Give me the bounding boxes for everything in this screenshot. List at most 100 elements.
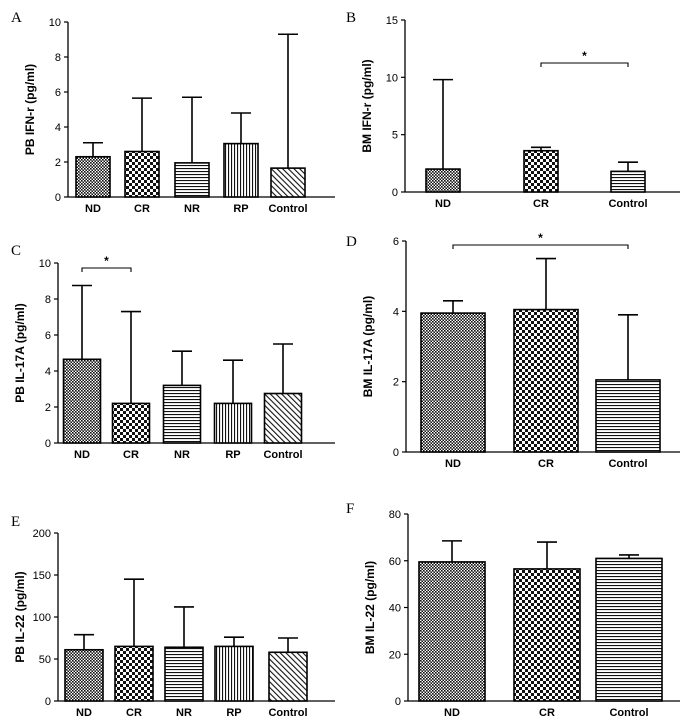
bar-control	[595, 557, 663, 702]
category-label: CR	[126, 707, 142, 719]
y-tick-label: 8	[55, 52, 61, 64]
category-label: Control	[609, 707, 648, 719]
y-tick-label: 4	[45, 366, 51, 378]
y-axis-title: PB IL-22 (pg/ml)	[13, 571, 27, 662]
bar-nd	[62, 358, 102, 444]
y-tick-label: 10	[39, 258, 51, 270]
y-tick-label: 8	[45, 294, 51, 306]
category-label: Control	[268, 707, 307, 719]
category-label: CR	[539, 707, 555, 719]
y-tick-label: 40	[389, 603, 401, 615]
y-tick-label: 0	[45, 438, 51, 450]
panel-D: D 0 2 4 6 BM IL-17A (pg/ml) ND CR Control *	[346, 231, 680, 470]
panel-label: B	[346, 10, 356, 26]
category-label: ND	[76, 707, 92, 719]
panel-label: E	[11, 514, 20, 530]
bar-control	[595, 379, 661, 453]
significance-bracket	[81, 267, 132, 272]
y-tick-label: 0	[392, 187, 398, 199]
y-tick-label: 6	[393, 236, 399, 248]
y-tick-label: 0	[393, 447, 399, 459]
bar-cr	[111, 402, 151, 444]
category-label: RP	[225, 449, 240, 461]
category-label: Control	[608, 458, 647, 470]
category-label: Control	[608, 198, 647, 210]
y-tick-label: 10	[386, 72, 398, 84]
significance-marker: *	[582, 49, 587, 63]
panel-C: C 0 2 4 6 8 10 PB IL-17A (pg/ml) ND CR NR RP Control…	[11, 243, 335, 461]
y-tick-label: 6	[45, 330, 51, 342]
y-tick-label: 20	[389, 649, 401, 661]
panel-label: F	[346, 501, 354, 517]
panel-A: A 0 2 4 6 8 10 PB IFN-r (pg/ml) ND CR NR RP Control	[11, 10, 335, 215]
y-tick-label: 2	[55, 157, 61, 169]
bar-nd	[64, 648, 104, 702]
category-label: CR	[123, 449, 139, 461]
y-tick-label: 100	[33, 612, 51, 624]
y-tick-label: 2	[393, 377, 399, 389]
y-tick-label: 5	[392, 130, 398, 142]
y-axis-title: BM IL-22 (pg/ml)	[363, 561, 377, 654]
category-label: NR	[184, 203, 200, 215]
y-tick-label: 200	[33, 528, 51, 540]
bar-rp	[223, 142, 259, 198]
category-label: RP	[226, 707, 241, 719]
category-label: RP	[233, 203, 248, 215]
panel-F: F 0 20 40 60 80 BM IL-22 (pg/ml) ND CR Control	[346, 501, 680, 719]
panel-E: E 0 50 100 150 200 PB IL-22 (pg/ml) ND CR NR RP Con…	[11, 514, 335, 719]
category-label: NR	[176, 707, 192, 719]
bar-nd	[75, 155, 111, 198]
category-label: CR	[538, 458, 554, 470]
bar-cr	[114, 645, 154, 702]
y-tick-label: 60	[389, 556, 401, 568]
bar-nd	[420, 312, 486, 453]
bar-control	[610, 170, 646, 193]
y-tick-label: 4	[55, 122, 61, 134]
bar-cr	[513, 568, 581, 702]
category-label: ND	[435, 198, 451, 210]
bar-control	[263, 392, 303, 444]
y-tick-label: 10	[49, 17, 61, 29]
category-label: NR	[174, 449, 190, 461]
y-axis-title: BM IFN-r (pg/ml)	[360, 59, 374, 152]
category-label: CR	[533, 198, 549, 210]
y-axis-title: BM IL-17A (pg/ml)	[361, 296, 375, 398]
panel-B: B 0 5 10 15 BM IFN-r (pg/ml) ND CR Control *	[346, 10, 680, 210]
y-tick-label: 6	[55, 87, 61, 99]
bar-nd	[418, 561, 486, 702]
significance-bracket	[452, 244, 629, 249]
category-label: Control	[263, 449, 302, 461]
category-label: ND	[445, 458, 461, 470]
y-tick-label: 0	[395, 696, 401, 708]
y-tick-label: 150	[33, 570, 51, 582]
y-tick-label: 4	[393, 306, 399, 318]
y-tick-label: 50	[39, 654, 51, 666]
y-tick-label: 2	[45, 402, 51, 414]
bar-nd	[425, 168, 461, 193]
y-axis-title: PB IL-17A (pg/ml)	[13, 303, 27, 403]
category-label: ND	[85, 203, 101, 215]
category-label: CR	[134, 203, 150, 215]
panel-label: C	[11, 243, 21, 259]
significance-marker: *	[538, 231, 543, 245]
bar-nr	[162, 384, 202, 444]
category-label: Control	[268, 203, 307, 215]
bar-control	[268, 651, 308, 702]
bar-rp	[213, 402, 253, 444]
bar-control	[270, 167, 306, 198]
category-label: ND	[74, 449, 90, 461]
category-label: ND	[444, 707, 460, 719]
bar-nr	[174, 162, 210, 198]
panel-label: D	[346, 234, 357, 250]
y-tick-label: 0	[55, 192, 61, 204]
bar-cr	[124, 150, 160, 198]
bar-rp	[214, 645, 254, 702]
significance-marker: *	[104, 254, 109, 268]
y-tick-label: 0	[45, 696, 51, 708]
bar-cr	[513, 308, 579, 453]
bar-nr	[164, 646, 204, 702]
y-tick-label: 15	[386, 15, 398, 27]
y-tick-label: 80	[389, 509, 401, 521]
bar-cr	[523, 149, 559, 193]
